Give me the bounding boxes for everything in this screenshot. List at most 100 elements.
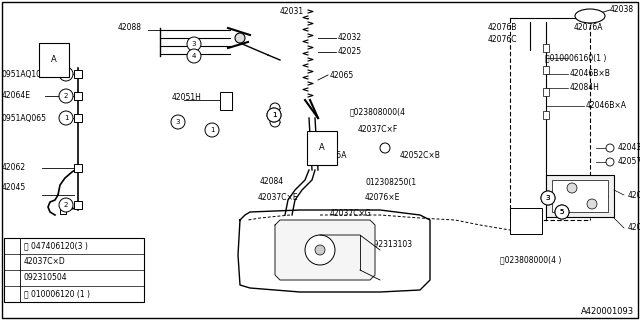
Text: 42032: 42032 xyxy=(338,34,362,43)
Circle shape xyxy=(305,235,335,265)
Text: 42035: 42035 xyxy=(628,190,640,199)
Text: 42052C×B: 42052C×B xyxy=(400,150,441,159)
Bar xyxy=(543,111,549,119)
Circle shape xyxy=(270,117,280,127)
Circle shape xyxy=(587,199,597,209)
Text: 012308250(1: 012308250(1 xyxy=(365,178,416,187)
Circle shape xyxy=(541,191,555,205)
Bar xyxy=(543,44,549,52)
Text: 42031: 42031 xyxy=(280,7,304,17)
Text: 42038: 42038 xyxy=(610,5,634,14)
Text: 42076×E: 42076×E xyxy=(365,194,401,203)
Text: 42052C×C: 42052C×C xyxy=(628,223,640,233)
Bar xyxy=(74,92,82,100)
Circle shape xyxy=(555,205,569,219)
Text: 092310504: 092310504 xyxy=(24,274,68,283)
Text: 2: 2 xyxy=(64,93,68,99)
Bar xyxy=(220,92,232,110)
Text: 3: 3 xyxy=(546,195,550,201)
Text: 42084: 42084 xyxy=(260,178,284,187)
Circle shape xyxy=(6,241,17,252)
Text: 4: 4 xyxy=(10,291,14,297)
Text: Ⓝ023808000(4: Ⓝ023808000(4 xyxy=(350,108,406,116)
Bar xyxy=(74,114,82,122)
Polygon shape xyxy=(238,210,430,292)
Text: 3: 3 xyxy=(10,275,14,281)
Bar xyxy=(552,180,608,212)
Bar xyxy=(4,238,144,302)
Ellipse shape xyxy=(575,9,605,23)
Circle shape xyxy=(6,257,17,268)
Text: 42043D: 42043D xyxy=(618,143,640,153)
Circle shape xyxy=(267,108,281,122)
Text: 1: 1 xyxy=(272,112,276,118)
Bar xyxy=(543,88,549,96)
Circle shape xyxy=(541,191,555,205)
Circle shape xyxy=(59,198,73,212)
Text: 42051H: 42051H xyxy=(172,93,202,102)
Bar xyxy=(510,208,542,234)
Circle shape xyxy=(205,123,219,137)
Text: Ⓞ 047406120(3 ): Ⓞ 047406120(3 ) xyxy=(24,242,88,251)
Text: 42025: 42025 xyxy=(338,47,362,57)
Polygon shape xyxy=(275,220,375,280)
Circle shape xyxy=(270,103,280,113)
Text: 5: 5 xyxy=(560,209,564,215)
Text: 3: 3 xyxy=(192,41,196,47)
Text: 42037C×E: 42037C×E xyxy=(258,194,299,203)
Text: 42076C: 42076C xyxy=(488,36,518,44)
Circle shape xyxy=(606,144,614,152)
Bar xyxy=(74,70,82,78)
Circle shape xyxy=(6,273,17,284)
Text: 42084H: 42084H xyxy=(570,84,600,92)
Text: 42037C×D: 42037C×D xyxy=(24,258,66,267)
Text: 1: 1 xyxy=(10,243,14,249)
Text: 2: 2 xyxy=(64,71,68,77)
Text: 1: 1 xyxy=(272,112,276,118)
Bar xyxy=(74,201,82,209)
Circle shape xyxy=(171,115,185,129)
Text: 3: 3 xyxy=(546,195,550,201)
Circle shape xyxy=(380,143,390,153)
Text: 42062: 42062 xyxy=(2,164,26,172)
Text: 42037C×G: 42037C×G xyxy=(330,210,372,219)
Text: 2: 2 xyxy=(64,202,68,208)
Bar xyxy=(60,206,66,214)
Text: A: A xyxy=(51,55,57,65)
Text: A420001093: A420001093 xyxy=(581,307,634,316)
Text: 42037C×F: 42037C×F xyxy=(358,125,398,134)
Circle shape xyxy=(235,33,245,43)
Text: 0951AQ105: 0951AQ105 xyxy=(2,69,47,78)
Text: 42045A: 42045A xyxy=(318,150,348,159)
Circle shape xyxy=(187,49,201,63)
Circle shape xyxy=(555,205,569,219)
Circle shape xyxy=(59,89,73,103)
Circle shape xyxy=(267,108,281,122)
Circle shape xyxy=(567,183,577,193)
Text: 3: 3 xyxy=(176,119,180,125)
Text: 42057A: 42057A xyxy=(618,157,640,166)
Text: 0951AQ065: 0951AQ065 xyxy=(2,114,47,123)
Bar xyxy=(74,164,82,172)
Bar xyxy=(543,66,549,74)
Circle shape xyxy=(59,67,73,81)
Text: Ⓝ023808000(4 ): Ⓝ023808000(4 ) xyxy=(500,255,561,265)
Text: 1: 1 xyxy=(64,115,68,121)
Text: 5: 5 xyxy=(560,209,564,215)
Text: Ⓑ010006160(1 ): Ⓑ010006160(1 ) xyxy=(545,53,606,62)
Text: Ⓑ 010006120 (1 ): Ⓑ 010006120 (1 ) xyxy=(24,290,90,299)
Circle shape xyxy=(6,289,17,300)
Text: 42076A: 42076A xyxy=(574,23,604,33)
Text: 42064E: 42064E xyxy=(2,92,31,100)
Bar xyxy=(546,175,614,217)
Text: 42046B×B: 42046B×B xyxy=(570,69,611,78)
Text: 1: 1 xyxy=(210,127,214,133)
Text: Ⓒ092313103: Ⓒ092313103 xyxy=(365,239,413,249)
Circle shape xyxy=(187,37,201,51)
Text: 42088: 42088 xyxy=(118,23,142,33)
Circle shape xyxy=(606,158,614,166)
Text: 4: 4 xyxy=(192,53,196,59)
Text: 2: 2 xyxy=(10,259,14,265)
Text: A: A xyxy=(319,143,325,153)
Text: 42045: 42045 xyxy=(2,183,26,193)
